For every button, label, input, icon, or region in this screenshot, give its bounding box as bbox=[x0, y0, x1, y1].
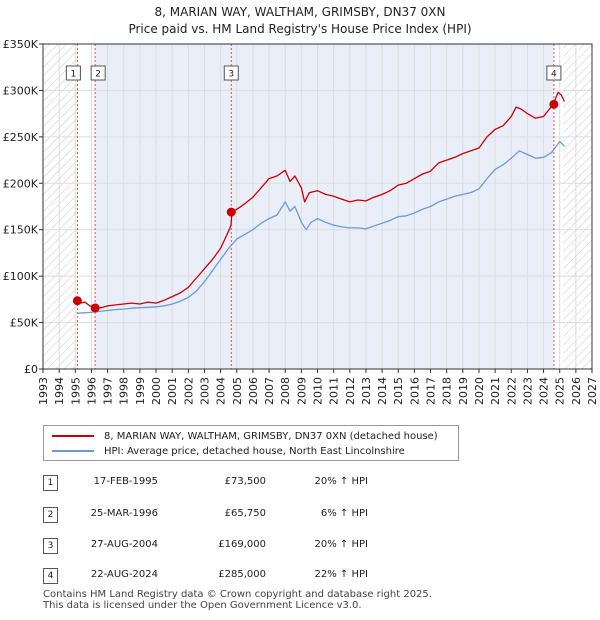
transaction-date: 17-FEB-1995 bbox=[93, 476, 158, 487]
transaction-date: 22-AUG-2024 bbox=[90, 569, 158, 580]
transaction-label-box bbox=[90, 65, 106, 81]
x-tick-label: 2013 bbox=[360, 377, 373, 405]
x-tick-label: 1996 bbox=[85, 377, 98, 405]
transaction-label-box bbox=[223, 65, 239, 81]
transaction-label: 2 bbox=[95, 70, 101, 80]
transaction-label: 4 bbox=[551, 70, 557, 80]
transaction-hpi: 20% ↑ HPI bbox=[314, 539, 368, 550]
x-tick-label: 2016 bbox=[408, 377, 421, 405]
x-tick-label: 2003 bbox=[198, 377, 211, 405]
x-tick-label: 1995 bbox=[69, 377, 82, 405]
x-tick-label: 2004 bbox=[215, 377, 228, 405]
x-tick-label: 1994 bbox=[53, 377, 66, 405]
x-tick-label: 2021 bbox=[489, 377, 502, 405]
x-tick-label: 2005 bbox=[231, 377, 244, 405]
x-tick-label: 2015 bbox=[392, 377, 405, 405]
transaction-marker bbox=[549, 99, 559, 109]
y-tick-label: £350K bbox=[3, 38, 39, 51]
transaction-label-box bbox=[65, 65, 81, 81]
hatched-region-before bbox=[43, 44, 77, 369]
legend-label-hpi: HPI: Average price, detached house, Nort… bbox=[104, 445, 405, 457]
x-tick-label: 1993 bbox=[37, 377, 50, 405]
y-tick-label: £150K bbox=[3, 224, 39, 237]
footer-copyright: Contains HM Land Registry data © Crown c… bbox=[43, 589, 432, 600]
transaction-date: 25-MAR-1996 bbox=[90, 508, 158, 519]
x-tick-label: 2026 bbox=[570, 377, 583, 405]
plot-frame bbox=[42, 43, 593, 370]
x-tick-label: 2001 bbox=[166, 377, 179, 405]
x-tick-label: 2017 bbox=[425, 377, 438, 405]
legend-item-property: 8, MARIAN WAY, WALTHAM, GRIMSBY, DN37 0X… bbox=[52, 429, 438, 443]
x-tick-label: 2010 bbox=[312, 377, 325, 405]
x-tick-label: 2020 bbox=[473, 377, 486, 405]
x-tick-label: 1997 bbox=[102, 377, 115, 405]
footer-attribution: Contains HM Land Registry data © Crown c… bbox=[43, 589, 432, 611]
transaction-date: 27-AUG-2004 bbox=[90, 539, 158, 550]
transaction-label: 1 bbox=[71, 70, 77, 80]
footer-license: This data is licensed under the Open Gov… bbox=[43, 600, 362, 611]
transaction-number: 4 bbox=[43, 568, 58, 584]
chart-legend: 8, MARIAN WAY, WALTHAM, GRIMSBY, DN37 0X… bbox=[43, 425, 459, 461]
x-tick-label: 2023 bbox=[521, 377, 534, 405]
y-tick-label: £200K bbox=[3, 177, 39, 190]
y-tick-label: £300K bbox=[3, 84, 39, 97]
x-tick-label: 2002 bbox=[182, 377, 195, 405]
series-line-property bbox=[76, 91, 566, 309]
x-tick-label: 1998 bbox=[118, 377, 131, 405]
series-line-hpi bbox=[76, 140, 565, 314]
transaction-price: £285,000 bbox=[218, 569, 266, 580]
y-tick-label: £50K bbox=[10, 317, 39, 330]
title-subtitle: Price paid vs. HM Land Registry's House … bbox=[128, 22, 472, 36]
transaction-marker bbox=[226, 207, 236, 217]
x-tick-label: 2009 bbox=[295, 377, 308, 405]
x-tick-label: 2011 bbox=[328, 377, 341, 405]
transaction-number: 2 bbox=[43, 507, 58, 523]
legend-label-property: 8, MARIAN WAY, WALTHAM, GRIMSBY, DN37 0X… bbox=[104, 430, 438, 442]
legend-swatch-property bbox=[52, 435, 94, 437]
legend-item-hpi: HPI: Average price, detached house, Nort… bbox=[52, 444, 405, 458]
y-tick-label: £250K bbox=[3, 131, 39, 144]
shaded-ownership-region bbox=[94, 44, 554, 369]
x-tick-label: 2024 bbox=[538, 377, 551, 405]
title-address: 8, MARIAN WAY, WALTHAM, GRIMSBY, DN37 0X… bbox=[154, 5, 446, 19]
x-tick-label: 2018 bbox=[441, 377, 454, 405]
transaction-label-box bbox=[546, 65, 562, 81]
legend-swatch-hpi bbox=[52, 450, 94, 452]
transaction-number: 3 bbox=[43, 538, 58, 554]
x-tick-label: 2007 bbox=[263, 377, 276, 405]
transaction-marker bbox=[72, 296, 82, 306]
x-tick-label: 2012 bbox=[344, 377, 357, 405]
x-tick-label: 2006 bbox=[247, 377, 260, 405]
transaction-label: 3 bbox=[228, 70, 234, 80]
transaction-price: £65,750 bbox=[224, 508, 266, 519]
y-tick-label: £100K bbox=[3, 270, 39, 283]
x-tick-label: 2014 bbox=[376, 377, 389, 405]
transaction-hpi: 6% ↑ HPI bbox=[320, 508, 368, 519]
x-tick-label: 1999 bbox=[134, 377, 147, 405]
transaction-hpi: 20% ↑ HPI bbox=[314, 476, 368, 487]
transaction-price: £169,000 bbox=[218, 539, 266, 550]
y-tick-label: £0 bbox=[24, 363, 38, 376]
hatched-region-after bbox=[562, 44, 592, 369]
chart-title: 8, MARIAN WAY, WALTHAM, GRIMSBY, DN37 0X… bbox=[0, 4, 600, 38]
x-tick-label: 2025 bbox=[554, 377, 567, 405]
x-tick-label: 2000 bbox=[150, 377, 163, 405]
x-tick-label: 2019 bbox=[457, 377, 470, 405]
transaction-hpi: 22% ↑ HPI bbox=[314, 569, 368, 580]
x-tick-label: 2008 bbox=[279, 377, 292, 405]
x-tick-label: 2027 bbox=[586, 377, 599, 405]
transaction-marker bbox=[90, 303, 100, 313]
transaction-number: 1 bbox=[43, 475, 58, 491]
x-tick-label: 2022 bbox=[505, 377, 518, 405]
transaction-price: £73,500 bbox=[224, 476, 266, 487]
